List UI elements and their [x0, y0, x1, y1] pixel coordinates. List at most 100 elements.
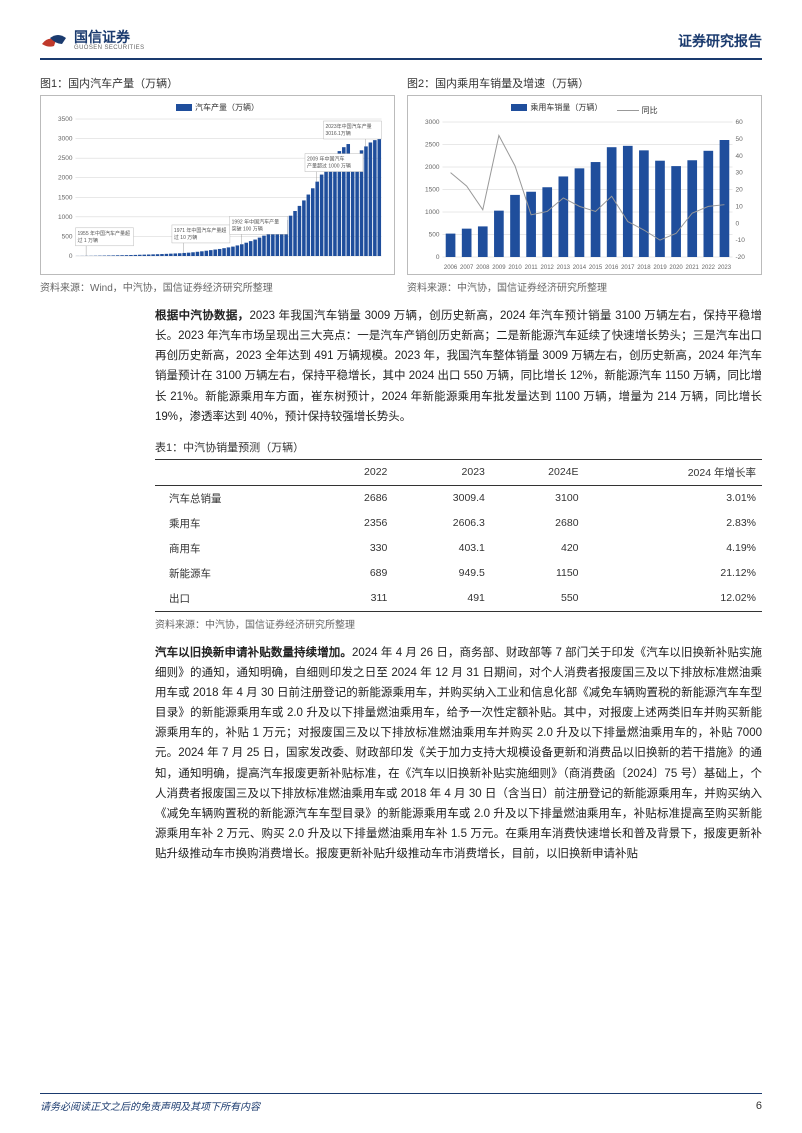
svg-text:2021: 2021	[686, 265, 700, 271]
chart2-legend: 乘用车销量（万辆） 同比	[414, 102, 755, 116]
svg-text:0: 0	[736, 220, 740, 227]
table-cell: 3.01%	[585, 485, 762, 511]
svg-text:3000: 3000	[58, 136, 73, 143]
svg-text:2010: 2010	[508, 265, 522, 271]
report-type: 证券研究报告	[678, 31, 762, 51]
svg-text:40: 40	[736, 153, 744, 160]
table-cell: 330	[315, 536, 393, 561]
svg-text:2014: 2014	[573, 265, 587, 271]
table-row: 商用车330403.14204.19%	[155, 536, 762, 561]
company-name-en: GUOSEN SECURITIES	[74, 45, 144, 52]
logo-icon	[40, 30, 68, 52]
svg-text:2019: 2019	[653, 265, 667, 271]
svg-text:50: 50	[736, 136, 744, 143]
svg-text:2023: 2023	[718, 265, 732, 271]
svg-text:30: 30	[736, 170, 744, 177]
page-header: 国信证券 GUOSEN SECURITIES 证券研究报告	[40, 30, 762, 60]
svg-text:1971 年中国汽车产量超: 1971 年中国汽车产量超	[174, 227, 227, 234]
table-cell: 689	[315, 561, 393, 586]
chart1-legend: 汽车产量（万辆）	[47, 102, 388, 113]
svg-text:1955 年中国汽车产量超: 1955 年中国汽车产量超	[78, 230, 131, 237]
svg-text:2007: 2007	[460, 265, 474, 271]
chart1-area: 汽车产量（万辆） 0500100015002000250030003500195…	[40, 95, 395, 275]
svg-text:2020: 2020	[669, 265, 683, 271]
table-cell: 1150	[491, 561, 585, 586]
svg-text:2000: 2000	[58, 175, 73, 182]
table-cell: 491	[393, 586, 491, 612]
chart2-title: 图2：国内乘用车销量及增速（万辆）	[407, 75, 762, 91]
chart2-block: 图2：国内乘用车销量及增速（万辆） 乘用车销量（万辆） 同比 050010001…	[407, 75, 762, 294]
svg-text:2018: 2018	[637, 265, 651, 271]
table-row: 乘用车23562606.326802.83%	[155, 511, 762, 536]
svg-text:突破 100 万辆: 突破 100 万辆	[232, 225, 263, 232]
svg-text:2017: 2017	[621, 265, 635, 271]
table-cell: 3100	[491, 485, 585, 511]
table-cell: 汽车总销量	[155, 485, 315, 511]
page-footer: 请务必阅读正文之后的免责声明及其项下所有内容 6	[40, 1093, 762, 1113]
table-cell: 新能源车	[155, 561, 315, 586]
svg-text:2013: 2013	[557, 265, 571, 271]
table-cell: 21.12%	[585, 561, 762, 586]
p1-bold: 根据中汽协数据，	[155, 310, 249, 322]
svg-text:过 10 万辆: 过 10 万辆	[174, 234, 197, 241]
chart1-source: 资料来源：Wind，中汽协，国信证券经济研究所整理	[40, 279, 395, 294]
table-cell: 949.5	[393, 561, 491, 586]
table-header: 2024E	[491, 459, 585, 485]
table-cell: 2686	[315, 485, 393, 511]
table-header: 2024 年增长率	[585, 459, 762, 485]
paragraph-2: 汽车以旧换新申请补贴数量持续增加。2024 年 4 月 26 日，商务部、财政部…	[155, 643, 762, 864]
chart1-svg: 05001000150020002500300035001955 年中国汽车产量…	[47, 115, 388, 270]
svg-text:2000: 2000	[425, 164, 440, 171]
table-cell: 2680	[491, 511, 585, 536]
svg-text:60: 60	[736, 119, 744, 126]
svg-text:2006: 2006	[444, 265, 458, 271]
svg-text:1500: 1500	[58, 194, 73, 201]
svg-text:2500: 2500	[425, 142, 440, 149]
company-logo: 国信证券 GUOSEN SECURITIES	[40, 30, 144, 52]
table-cell: 550	[491, 586, 585, 612]
chart2-source: 资料来源：中汽协，国信证券经济研究所整理	[407, 279, 762, 294]
svg-text:2009: 2009	[492, 265, 506, 271]
svg-text:2500: 2500	[58, 155, 73, 162]
svg-text:2008: 2008	[476, 265, 490, 271]
company-name-cn: 国信证券	[74, 30, 144, 45]
paragraph-1: 根据中汽协数据，2023 年我国汽车销量 3009 万辆，创历史新高，2024 …	[155, 306, 762, 427]
chart1-block: 图1：国内汽车产量（万辆） 汽车产量（万辆） 05001000150020002…	[40, 75, 395, 294]
chart1-title: 图1：国内汽车产量（万辆）	[40, 75, 395, 91]
table-cell: 420	[491, 536, 585, 561]
table-cell: 出口	[155, 586, 315, 612]
table-cell: 12.02%	[585, 586, 762, 612]
svg-text:-10: -10	[736, 237, 746, 244]
table-cell: 2606.3	[393, 511, 491, 536]
table-cell: 403.1	[393, 536, 491, 561]
svg-text:2011: 2011	[525, 265, 539, 271]
svg-text:1992 年中国汽车产量: 1992 年中国汽车产量	[232, 218, 280, 225]
table-cell: 乘用车	[155, 511, 315, 536]
chart2-svg: 050010001500200025003000-20-100102030405…	[414, 118, 755, 273]
svg-text:2016: 2016	[605, 265, 619, 271]
table-header	[155, 459, 315, 485]
page-number: 6	[756, 1100, 762, 1112]
forecast-table: 202220232024E2024 年增长率 汽车总销量26863009.431…	[155, 459, 762, 612]
table1-title: 表1：中汽协销量预测（万辆）	[155, 439, 762, 455]
svg-text:-20: -20	[736, 254, 746, 261]
table-cell: 商用车	[155, 536, 315, 561]
table-cell: 2356	[315, 511, 393, 536]
svg-text:产量超过 1000 万辆: 产量超过 1000 万辆	[307, 163, 351, 170]
svg-text:2009 年中国汽车: 2009 年中国汽车	[307, 156, 345, 163]
p1-rest: 2023 年我国汽车销量 3009 万辆，创历史新高，2024 年汽车预计销量 …	[155, 310, 762, 423]
svg-text:2015: 2015	[589, 265, 603, 271]
table-header: 2022	[315, 459, 393, 485]
svg-text:500: 500	[62, 233, 73, 240]
svg-text:2022: 2022	[702, 265, 716, 271]
footer-disclaimer: 请务必阅读正文之后的免责声明及其项下所有内容	[40, 1098, 260, 1113]
table-row: 新能源车689949.5115021.12%	[155, 561, 762, 586]
table1-source: 资料来源：中汽协，国信证券经济研究所整理	[155, 616, 762, 631]
table-cell: 3009.4	[393, 485, 491, 511]
table-row: 出口31149155012.02%	[155, 586, 762, 612]
svg-text:3000: 3000	[425, 119, 440, 126]
p2-bold: 汽车以旧换新申请补贴数量持续增加。	[155, 647, 352, 659]
svg-text:0: 0	[69, 253, 73, 260]
svg-text:2023年中国汽车产量: 2023年中国汽车产量	[326, 123, 372, 130]
svg-text:3500: 3500	[58, 116, 73, 123]
